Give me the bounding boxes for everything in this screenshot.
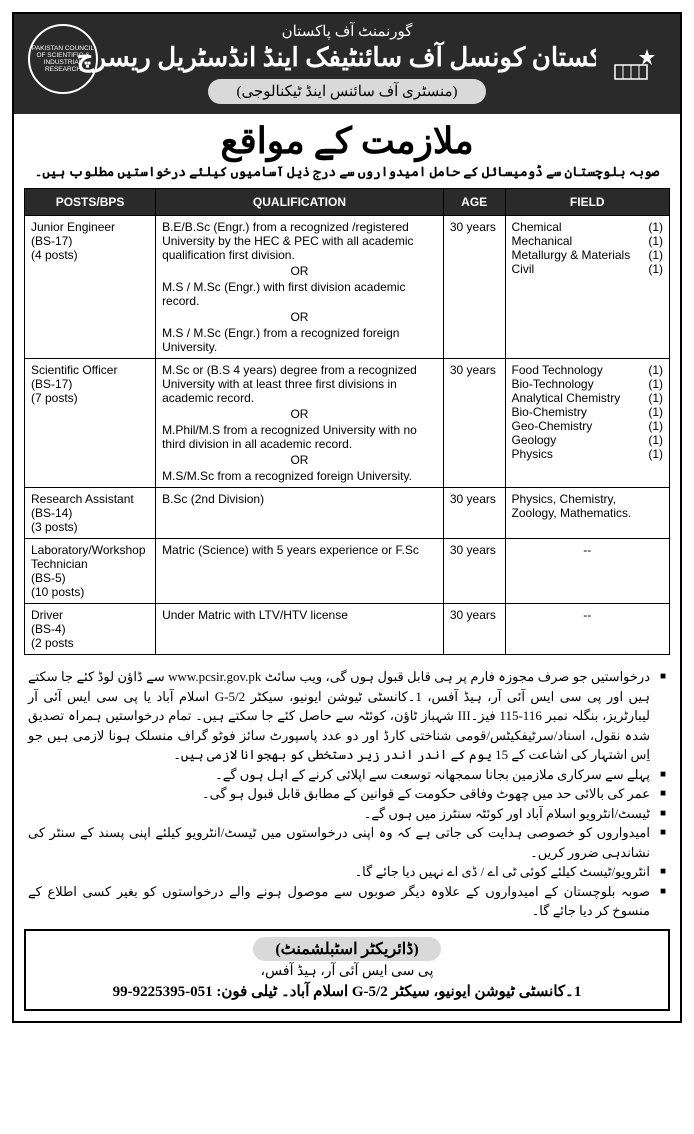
cell-qual: B.E/B.Sc (Engr.) from a recognized /regi…: [156, 216, 444, 359]
footer-addr2: 1۔کانسٹی ٹیوشن ایونیو، سیکٹر G-5/2 اسلام…: [34, 982, 660, 1001]
cell-post: Research Assistant (BS-14) (3 posts): [25, 488, 156, 539]
govt-emblem-icon: [596, 24, 666, 94]
pcsir-logo-icon: PAKISTAN COUNCIL OF SCIENTIFIC & INDUSTR…: [28, 24, 98, 94]
cell-age: 30 years: [443, 488, 505, 539]
cell-field: --: [505, 539, 669, 604]
cell-post: Laboratory/Workshop Technician (BS-5) (1…: [25, 539, 156, 604]
cell-post: Scientific Officer (BS-17) (7 posts): [25, 359, 156, 488]
cell-age: 30 years: [443, 216, 505, 359]
cell-field: Chemical(1)Mechanical(1)Metallurgy & Mat…: [505, 216, 669, 359]
title-block: ملازمت کے مواقع صوبہ بلوچستان سے ڈومیسائ…: [14, 114, 680, 188]
cell-qual: M.Sc or (B.S 4 years) degree from a reco…: [156, 359, 444, 488]
note-item: امیدواروں کو خصوصی ہدایت کی جاتی ہے کہ و…: [28, 823, 666, 862]
note-item: درخواستیں جو صرف مجوزہ فارم پر ہی قابل ق…: [28, 667, 666, 765]
note-item: ٹیسٹ/انٹرویو اسلام آباد اور کوئٹہ سنٹرز …: [28, 804, 666, 824]
cell-field: Physics, Chemistry, Zoology, Mathematics…: [505, 488, 669, 539]
cell-post: Driver (BS-4) (2 posts: [25, 604, 156, 655]
th-qual: QUALIFICATION: [156, 189, 444, 216]
header-bar: PAKISTAN COUNCIL OF SCIENTIFIC & INDUSTR…: [14, 14, 680, 114]
footer-box: (ڈائریکٹر اسٹبلشمنٹ) پی سی ایس آئی آر، ہ…: [24, 929, 670, 1011]
cell-qual: B.Sc (2nd Division): [156, 488, 444, 539]
th-posts: POSTS/BPS: [25, 189, 156, 216]
header-govt: گورنمنٹ آف پاکستان: [20, 22, 674, 41]
cell-qual: Under Matric with LTV/HTV license: [156, 604, 444, 655]
cell-age: 30 years: [443, 539, 505, 604]
footer-wrap: (ڈائریکٹر اسٹبلشمنٹ) پی سی ایس آئی آر، ہ…: [14, 929, 680, 1021]
table-row: Junior Engineer (BS-17) (4 posts)B.E/B.S…: [25, 216, 670, 359]
table-row: Research Assistant (BS-14) (3 posts)B.Sc…: [25, 488, 670, 539]
cell-age: 30 years: [443, 359, 505, 488]
table-row: Scientific Officer (BS-17) (7 posts)M.Sc…: [25, 359, 670, 488]
cell-field: --: [505, 604, 669, 655]
table-header-row: POSTS/BPS QUALIFICATION AGE FIELD: [25, 189, 670, 216]
table-row: Laboratory/Workshop Technician (BS-5) (1…: [25, 539, 670, 604]
cell-field: Food Technology(1)Bio-Technology(1)Analy…: [505, 359, 669, 488]
cell-post: Junior Engineer (BS-17) (4 posts): [25, 216, 156, 359]
note-item: انٹرویو/ٹیسٹ کیلئے کوئی ٹی اے / ڈی اے نہ…: [28, 862, 666, 882]
main-title: ملازمت کے مواقع: [24, 120, 670, 162]
notes-list: درخواستیں جو صرف مجوزہ فارم پر ہی قابل ق…: [14, 663, 680, 929]
ministry-pill: (منسٹری آف سائنس اینڈ ٹیکنالوجی): [208, 79, 485, 104]
th-field: FIELD: [505, 189, 669, 216]
note-item: عمر کی بالائی حد میں چھوٹ وفاقی حکومت کے…: [28, 784, 666, 804]
cell-qual: Matric (Science) with 5 years experience…: [156, 539, 444, 604]
note-item: صوبہ بلوچستان کے امیدواروں کے علاوہ دیگر…: [28, 882, 666, 921]
jobs-table: POSTS/BPS QUALIFICATION AGE FIELD Junior…: [24, 188, 670, 655]
note-item: پہلے سے سرکاری ملازمین بجانا سمجھانہ توس…: [28, 765, 666, 785]
page-container: PID (I) 2906 PAKISTAN COUNCIL OF SCIENTI…: [12, 12, 682, 1023]
cell-age: 30 years: [443, 604, 505, 655]
header-org: پاکستان کونسل آف سائنٹیفک اینڈ انڈسٹریل …: [20, 43, 674, 73]
director-pill: (ڈائریکٹر اسٹبلشمنٹ): [253, 937, 440, 961]
intro-text: صوبہ بلوچستان سے ڈومیسائل کے حامل امیدوا…: [24, 164, 670, 180]
table-row: Driver (BS-4) (2 postsUnder Matric with …: [25, 604, 670, 655]
footer-addr1: پی سی ایس آئی آر، ہیڈ آفس،: [34, 963, 660, 980]
th-age: AGE: [443, 189, 505, 216]
